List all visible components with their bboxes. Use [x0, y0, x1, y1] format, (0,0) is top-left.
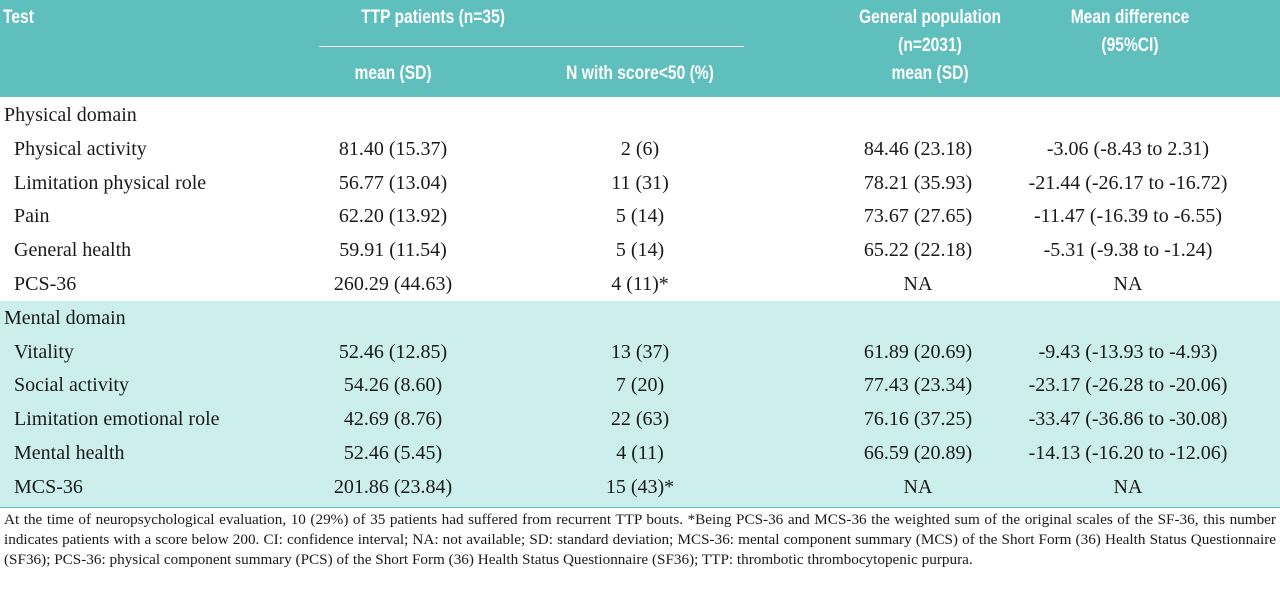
row-ttp-mean: 59.91 (11.54): [339, 239, 447, 261]
row-diff: NA: [1113, 476, 1143, 498]
row-test: Mental health: [14, 442, 125, 464]
row-test: Social activity: [14, 374, 129, 396]
row-ttp-mean: 81.40 (15.37): [338, 138, 448, 160]
row-gen-mean: NA: [903, 476, 933, 498]
row-n-below: 7 (20): [615, 374, 665, 396]
row-diff: -21.44 (-26.17 to -16.72): [1028, 172, 1228, 194]
row-ttp-mean: 42.69 (8.76): [343, 408, 443, 430]
row-diff: -9.43 (-13.93 to -4.93): [1038, 341, 1218, 363]
section-title-mental: Mental domain: [4, 307, 126, 329]
row-gen-mean: 76.16 (37.25): [863, 408, 973, 430]
row-n-below: 5 (14): [615, 239, 665, 261]
row-n-below: 13 (37): [610, 341, 670, 363]
row-test: Pain: [14, 205, 50, 227]
row-diff: NA: [1113, 273, 1143, 295]
row-gen-mean: 66.59 (20.89): [863, 442, 973, 464]
header-ttp-group: TTP patients (n=35): [361, 7, 505, 28]
header-general-line3: mean (SD): [891, 63, 969, 84]
row-n-below: 5 (14): [615, 205, 665, 227]
row-test: Vitality: [14, 341, 74, 363]
header-general-line2: (n=2031): [898, 35, 962, 56]
row-test: Physical activity: [14, 138, 147, 160]
row-ttp-mean: 52.46 (5.45): [343, 442, 443, 464]
row-n-below: 22 (63): [610, 408, 670, 430]
table-header: Test TTP patients (n=35) mean (SD) N wit…: [0, 0, 1280, 97]
mental-domain-band: [0, 301, 1280, 507]
row-gen-mean: NA: [903, 273, 933, 295]
header-diff-line2: (95%CI): [1101, 35, 1159, 56]
section-title-physical: Physical domain: [4, 104, 137, 126]
header-general-line1: General population: [859, 7, 1001, 28]
row-test: General health: [14, 239, 132, 261]
row-test: MCS-36: [14, 476, 83, 498]
table-bottom-rule: [0, 507, 1280, 508]
row-n-below: 2 (6): [620, 138, 660, 160]
row-test: Limitation physical role: [14, 172, 207, 194]
row-ttp-mean: 201.86 (23.84): [333, 476, 453, 498]
row-diff: -3.06 (-8.43 to 2.31): [1046, 138, 1210, 160]
header-test: Test: [3, 7, 34, 28]
row-n-below: 11 (31): [611, 172, 669, 194]
row-ttp-mean: 260.29 (44.63): [333, 273, 453, 295]
row-n-below: 4 (11)*: [611, 273, 669, 295]
row-test: Limitation emotional role: [14, 408, 220, 430]
header-ttp-rule: [319, 46, 744, 47]
row-gen-mean: 73.67 (27.65): [863, 205, 973, 227]
row-ttp-mean: 62.20 (13.92): [338, 205, 448, 227]
row-diff: -23.17 (-26.28 to -20.06): [1028, 374, 1228, 396]
header-ttp-n-below: N with score<50 (%): [566, 63, 714, 84]
row-n-below: 4 (11): [616, 442, 664, 464]
row-diff: -11.47 (-16.39 to -6.55): [1033, 205, 1223, 227]
table-footnote: At the time of neuropsychological evalua…: [4, 511, 1276, 568]
row-test: PCS-36: [14, 273, 77, 295]
row-ttp-mean: 54.26 (8.60): [343, 374, 443, 396]
row-gen-mean: 65.22 (22.18): [863, 239, 973, 261]
row-diff: -5.31 (-9.38 to -1.24): [1043, 239, 1213, 261]
row-diff: -14.13 (-16.20 to -12.06): [1028, 442, 1228, 464]
row-gen-mean: 84.46 (23.18): [863, 138, 973, 160]
row-ttp-mean: 56.77 (13.04): [338, 172, 448, 194]
row-ttp-mean: 52.46 (12.85): [338, 341, 448, 363]
header-ttp-mean: mean (SD): [354, 63, 432, 84]
row-gen-mean: 77.43 (23.34): [863, 374, 973, 396]
row-gen-mean: 61.89 (20.69): [863, 341, 973, 363]
row-n-below: 15 (43)*: [605, 476, 675, 498]
row-diff: -33.47 (-36.86 to -30.08): [1028, 408, 1228, 430]
header-diff-line1: Mean difference: [1070, 7, 1190, 28]
row-gen-mean: 78.21 (35.93): [863, 172, 973, 194]
